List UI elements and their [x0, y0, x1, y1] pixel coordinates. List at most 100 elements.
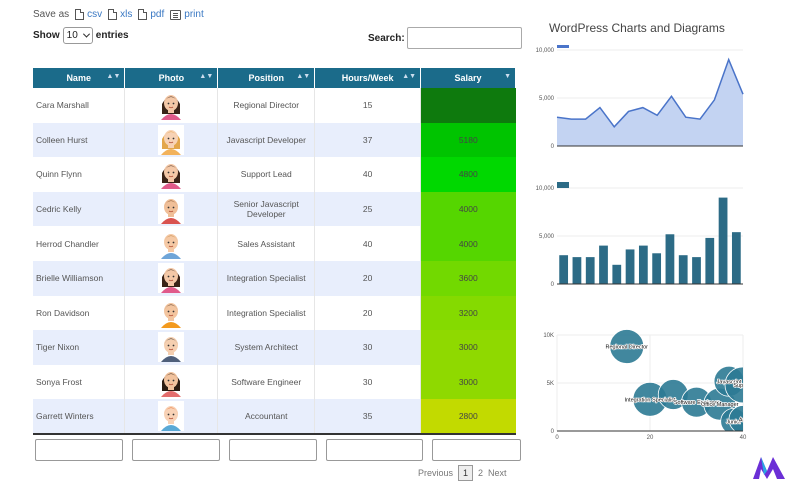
cell-position: Support Lead — [217, 157, 316, 192]
cell-salary: 3000 — [420, 330, 516, 365]
cell-position: Accountant — [217, 399, 316, 435]
bubble-chart: 0 5K 10K 0 20 40 Regional Director Integration … — [543, 329, 748, 441]
table-row[interactable]: Cedric Kelly Senior Javascript Developer… — [33, 191, 516, 227]
sort-icon: ▲▼ — [296, 73, 311, 80]
column-header-name[interactable]: Name ▲▼ — [33, 68, 126, 88]
next-button[interactable]: Next — [488, 468, 507, 478]
bar-chart: 0 5,000 10,000 — [536, 182, 743, 288]
bubble-label: Aut — [739, 417, 748, 423]
export-pdf-button[interactable]: pdf — [138, 9, 164, 20]
cell-name: Colleen Hurst — [33, 122, 126, 158]
cell-photo — [124, 157, 219, 192]
bar — [599, 245, 608, 284]
show-label: Show — [33, 30, 60, 41]
column-header-salary[interactable]: Salary ▼ — [420, 68, 516, 88]
search-input[interactable] — [406, 27, 522, 49]
bar — [718, 197, 728, 284]
filter-input-position[interactable] — [229, 439, 317, 461]
cell-position: Sales Assistant — [217, 226, 316, 261]
table-row[interactable]: Ron Davidson Integration Specialist 20 3… — [33, 295, 516, 331]
bar — [692, 257, 701, 284]
avatar — [158, 194, 185, 225]
table-row[interactable]: Brielle Williamson Integration Specialis… — [33, 260, 516, 296]
filter-input-photo[interactable] — [132, 439, 220, 461]
cell-salary: 4000 — [420, 226, 516, 261]
save-as-label: Save as — [33, 9, 70, 20]
table-row[interactable]: Cara Marshall Regional Director 15 — [33, 88, 516, 123]
print-button[interactable]: print — [170, 9, 204, 20]
bubble-label: Integration Specialist — [624, 397, 676, 403]
table-row[interactable]: Garrett Winters Accountant 35 2800 — [33, 399, 516, 435]
bubble — [609, 329, 645, 364]
bar — [612, 264, 622, 284]
cell-hours: 20 — [314, 295, 422, 331]
bubble — [724, 366, 743, 404]
table-row[interactable]: Tiger Nixon System Architect 30 3000 — [33, 330, 516, 365]
filter-input-hours[interactable] — [326, 439, 423, 461]
table-row[interactable]: Herrod Chandler Sales Assistant 40 4000 — [33, 226, 516, 261]
bar — [559, 255, 569, 284]
bar — [652, 253, 662, 284]
avatar — [158, 90, 185, 121]
csv-file-icon — [75, 9, 85, 20]
table-header-row: Name ▲▼ Photo ▲▼ Position ▲▼ Hours/Week ▲▼ S… — [33, 68, 516, 88]
bubble-label: Regional Director — [606, 345, 649, 351]
cell-salary: 3000 — [420, 364, 516, 400]
filter-input-name[interactable] — [35, 439, 123, 461]
bar — [665, 234, 675, 284]
pdf-label: pdf — [150, 9, 165, 20]
sort-icon: ▲▼ — [402, 73, 417, 80]
bar — [585, 257, 595, 284]
table-row[interactable]: Sonya Frost Software Engineer 30 3000 — [33, 364, 516, 400]
area-fill — [557, 59, 743, 146]
avatar — [158, 367, 185, 398]
bubble-label: Junior — [726, 419, 741, 425]
cell-salary: 2800 — [420, 399, 516, 435]
bar — [705, 237, 715, 284]
cell-name: Herrod Chandler — [33, 226, 126, 261]
cell-hours: 20 — [314, 260, 422, 296]
y-tick-label: 0 — [551, 429, 555, 435]
page-button-1[interactable]: 1 — [458, 465, 474, 481]
y-tick-label: 10,000 — [536, 48, 555, 54]
cell-name: Cara Marshall — [33, 88, 126, 123]
previous-button[interactable]: Previous — [418, 468, 454, 478]
printer-icon — [170, 9, 182, 20]
column-header-position[interactable]: Position ▲▼ — [217, 68, 316, 88]
cell-photo — [124, 330, 219, 365]
sort-icon: ▲▼ — [106, 73, 121, 80]
y-tick-label: 5,000 — [539, 234, 555, 240]
cell-photo — [124, 364, 219, 400]
table-body: Cara Marshall Regional Director 15 Colle… — [33, 88, 516, 435]
table-row[interactable]: Quinn Flynn Support Lead 40 4800 — [33, 157, 516, 192]
column-header-hours[interactable]: Hours/Week ▲▼ — [314, 68, 422, 88]
avatar — [158, 263, 185, 294]
column-header-photo[interactable]: Photo ▲▼ — [124, 68, 219, 88]
entries-select[interactable]: 10 — [62, 27, 93, 44]
export-csv-button[interactable]: csv — [75, 9, 102, 20]
cell-salary: 4000 — [420, 191, 516, 227]
cell-position: System Architect — [217, 330, 316, 365]
cell-hours: 15 — [314, 88, 422, 123]
sort-desc-icon: ▼ — [504, 73, 511, 80]
entries-value: 10 — [66, 30, 78, 41]
search-label: Search: — [368, 32, 405, 44]
bar — [638, 245, 648, 284]
bar — [572, 257, 582, 284]
export-toolbar: Save as csv xls pdf print — [33, 9, 204, 20]
cell-hours: 30 — [314, 330, 422, 365]
table-row[interactable]: Colleen Hurst Javascript Developer 37 51… — [33, 122, 516, 158]
cell-photo — [124, 260, 219, 296]
page-button-2[interactable]: 2 — [478, 468, 484, 478]
avatar — [158, 159, 185, 190]
csv-label: csv — [87, 9, 103, 20]
filter-input-salary[interactable] — [432, 439, 521, 461]
pdf-file-icon — [138, 9, 148, 20]
cell-salary: 3600 — [420, 260, 516, 296]
export-xls-button[interactable]: xls — [108, 9, 132, 20]
cell-photo — [124, 122, 219, 158]
bubble-label: Javascript — [717, 379, 742, 385]
cell-position: Integration Specialist — [217, 295, 316, 331]
bar — [731, 232, 741, 284]
cell-salary: 4800 — [420, 157, 516, 192]
